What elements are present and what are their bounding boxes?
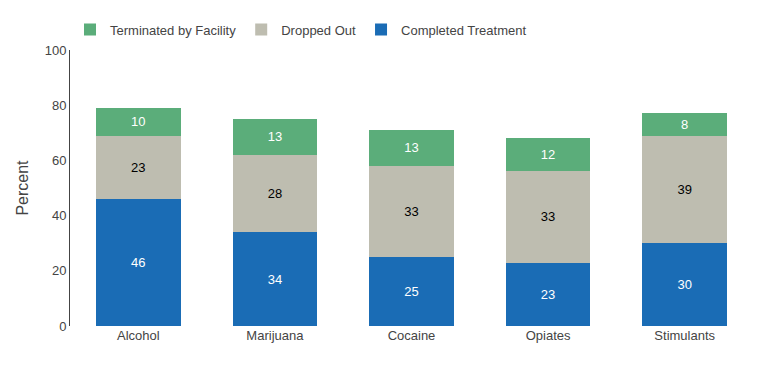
svg-text:Terminated by Facility: Terminated by Facility <box>110 23 236 38</box>
svg-text:30: 30 <box>677 277 691 292</box>
svg-text:Dropped Out: Dropped Out <box>281 23 356 38</box>
svg-text:100: 100 <box>45 43 67 58</box>
svg-text:Completed Treatment: Completed Treatment <box>401 23 526 38</box>
svg-text:40: 40 <box>52 208 66 223</box>
svg-text:20: 20 <box>52 263 66 278</box>
svg-text:0: 0 <box>59 319 66 334</box>
svg-text:28: 28 <box>268 186 282 201</box>
svg-text:33: 33 <box>541 209 555 224</box>
svg-text:23: 23 <box>541 287 555 302</box>
svg-text:33: 33 <box>404 204 418 219</box>
svg-text:8: 8 <box>681 117 688 132</box>
svg-text:Cocaine: Cocaine <box>388 328 436 343</box>
svg-text:Marijuana: Marijuana <box>246 328 304 343</box>
svg-text:46: 46 <box>131 255 145 270</box>
svg-text:12: 12 <box>541 147 555 162</box>
svg-text:10: 10 <box>131 114 145 129</box>
svg-text:Opiates: Opiates <box>526 328 571 343</box>
svg-text:13: 13 <box>404 140 418 155</box>
svg-text:23: 23 <box>131 160 145 175</box>
svg-text:Percent: Percent <box>14 160 31 216</box>
svg-text:80: 80 <box>52 98 66 113</box>
svg-text:39: 39 <box>677 182 691 197</box>
svg-text:Stimulants: Stimulants <box>654 328 715 343</box>
svg-text:60: 60 <box>52 153 66 168</box>
svg-text:34: 34 <box>268 272 282 287</box>
svg-text:13: 13 <box>268 129 282 144</box>
svg-text:Alcohol: Alcohol <box>117 328 160 343</box>
svg-text:25: 25 <box>404 284 418 299</box>
